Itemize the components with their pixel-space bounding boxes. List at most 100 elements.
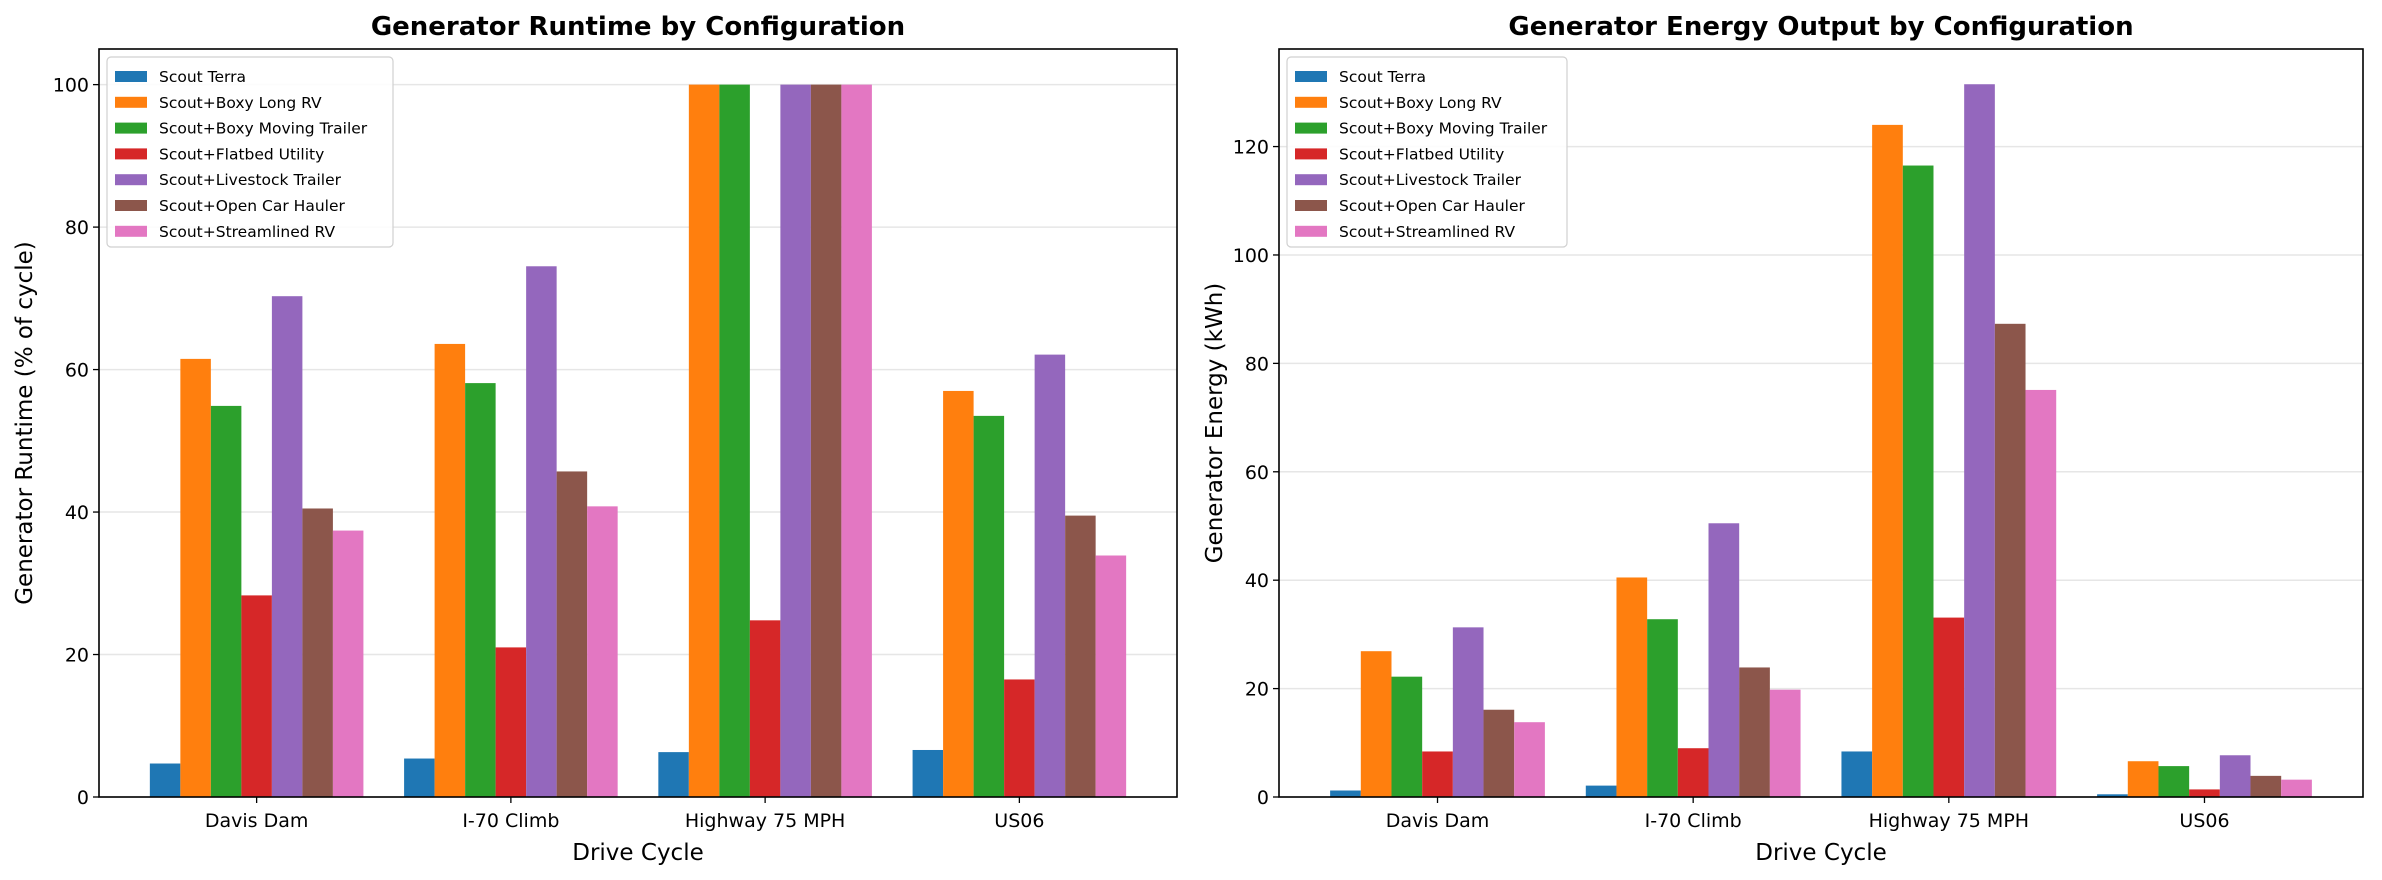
bar — [1616, 577, 1648, 797]
bar — [1739, 667, 1770, 797]
axes-frame — [98, 48, 1178, 798]
legend-swatch — [115, 148, 147, 160]
legend-label: Scout Terra — [1339, 68, 1426, 86]
bar — [302, 508, 333, 797]
legend-label: Scout+Livestock Trailer — [159, 171, 342, 189]
bar — [749, 620, 781, 797]
legend-label: Scout+Open Car Hauler — [1339, 197, 1525, 215]
y-tick-label: 80 — [65, 217, 89, 239]
legend-swatch — [1295, 200, 1327, 211]
legend-swatch — [115, 96, 147, 108]
legend-label: Scout+Flatbed Utility — [159, 145, 324, 163]
bar — [1585, 785, 1617, 797]
bar — [1452, 627, 1484, 797]
legend-label: Scout+Boxy Moving Trailer — [1339, 120, 1548, 138]
legend-swatch — [115, 174, 147, 186]
y-tick-label: 20 — [65, 645, 89, 667]
bar — [1994, 323, 2026, 797]
x-tick-label: I-70 Climb — [1645, 810, 1742, 832]
y-tick-label: 40 — [65, 502, 89, 524]
bar — [556, 471, 588, 797]
chart-title: Generator Energy Output by Configuration — [1508, 12, 2133, 42]
bar — [841, 84, 872, 798]
x-tick-label: US06 — [2179, 810, 2229, 832]
y-tick-label: 40 — [1245, 570, 1269, 592]
x-axis-label: Drive Cycle — [1755, 840, 1887, 866]
bar — [2281, 779, 2312, 797]
legend-swatch — [1295, 174, 1327, 186]
bar — [943, 390, 974, 797]
bar — [912, 749, 944, 797]
bar — [1647, 619, 1678, 797]
y-tick-label: 60 — [1245, 462, 1269, 484]
y-tick-label: 0 — [77, 787, 89, 809]
bar — [1708, 523, 1740, 797]
bar — [1677, 748, 1709, 797]
bar — [2250, 775, 2282, 797]
bar — [658, 752, 689, 797]
legend-label: Scout+Boxy Long RV — [1339, 94, 1502, 112]
legend-box — [1286, 56, 1568, 248]
bar — [1095, 555, 1127, 797]
y-tick-label: 60 — [65, 360, 89, 382]
legend-swatch — [115, 225, 147, 237]
bar — [1360, 651, 1392, 797]
bar — [149, 763, 181, 797]
bar — [1065, 515, 1096, 797]
legend: Scout Terra Scout+Boxy Long RV Scout+Boxy … — [106, 56, 394, 248]
bar — [1330, 790, 1361, 797]
bar — [1004, 679, 1035, 797]
legend-swatch — [1295, 71, 1327, 82]
bar — [434, 343, 466, 797]
y-tick-label: 100 — [1233, 245, 1269, 267]
legend-box — [106, 56, 394, 248]
legend-swatch — [1295, 148, 1327, 160]
legend-swatch — [115, 122, 147, 134]
legend-label: Scout+Streamlined RV — [159, 223, 335, 241]
bar — [526, 266, 557, 797]
bar — [1933, 617, 1965, 797]
y-axis-label: Generator Runtime (% of cycle) — [12, 241, 38, 605]
x-tick-label: Davis Dam — [1386, 810, 1490, 832]
bar — [1769, 689, 1801, 797]
bar — [2219, 755, 2251, 797]
bar — [180, 358, 211, 797]
bar — [1483, 709, 1515, 797]
bar — [2158, 766, 2190, 797]
bar — [2189, 789, 2220, 797]
bar — [688, 84, 720, 798]
legend-swatch — [1295, 96, 1327, 108]
bar — [810, 84, 842, 798]
bar — [2025, 389, 2057, 797]
bar — [2127, 761, 2159, 797]
bar — [587, 506, 618, 797]
legend-label: Scout+Boxy Long RV — [159, 94, 322, 112]
y-tick-label: 100 — [53, 75, 89, 97]
legend-label: Scout+Boxy Moving Trailer — [159, 120, 368, 138]
bar — [1902, 165, 1934, 797]
y-axis-label: Generator Energy (kWh) — [1202, 283, 1228, 564]
bar — [210, 405, 242, 797]
legend-label: Scout+Livestock Trailer — [1339, 171, 1522, 189]
bar — [1034, 354, 1066, 797]
bar — [332, 530, 364, 797]
bar — [1391, 676, 1423, 797]
legend-swatch — [1295, 122, 1327, 134]
bar — [1964, 84, 1995, 798]
bar — [404, 758, 435, 797]
y-tick-label: 120 — [1233, 137, 1269, 159]
x-tick-label: Highway 75 MPH — [1869, 810, 2030, 832]
bar — [1422, 751, 1453, 797]
legend-label: Scout+Streamlined RV — [1339, 223, 1515, 241]
bar — [1872, 124, 1903, 798]
bar — [1514, 722, 1545, 797]
x-axis-label: Drive Cycle — [572, 840, 704, 866]
legend-label: Scout+Flatbed Utility — [1339, 145, 1504, 163]
x-tick-label: Highway 75 MPH — [685, 810, 846, 832]
bar — [780, 84, 811, 798]
bar — [1841, 751, 1873, 797]
bar — [719, 84, 750, 798]
y-tick-label: 0 — [1257, 787, 1269, 809]
legend: Scout Terra Scout+Boxy Long RV Scout+Boxy … — [1286, 56, 1568, 248]
